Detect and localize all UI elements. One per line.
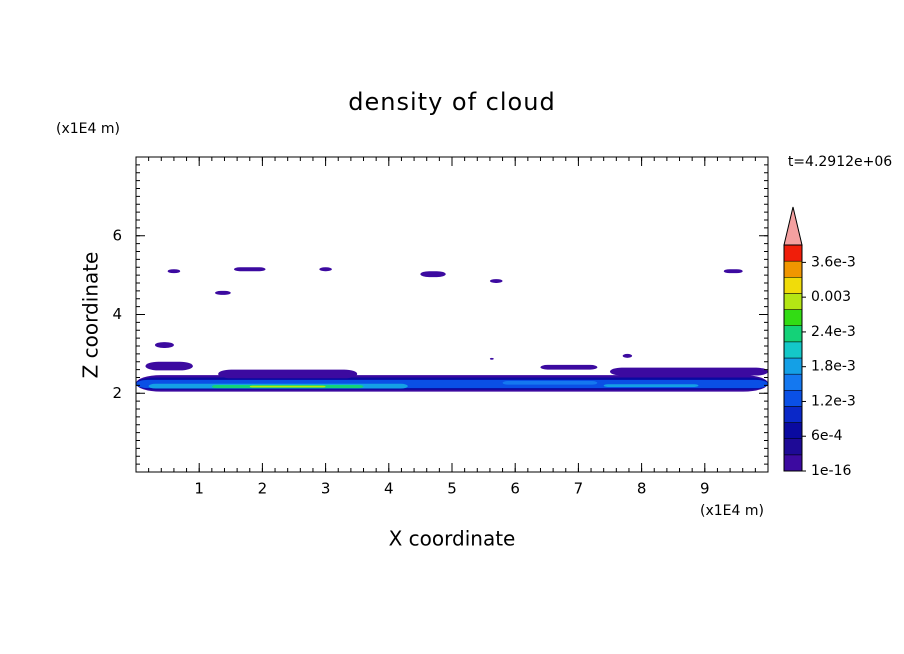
x-tick-label: 9 <box>700 480 710 498</box>
y-unit-label: (x1E4 m) <box>56 121 120 137</box>
colorbar-frame <box>783 244 803 472</box>
x-tick-label: 8 <box>637 480 647 498</box>
colorbar-band <box>783 277 803 294</box>
colorbar-band <box>783 260 803 278</box>
colorbar-tick-label: 1.8e-3 <box>811 359 856 375</box>
colorbar-band <box>783 373 803 391</box>
x-tick-label: 3 <box>321 480 331 498</box>
colorbar-tick-label: 0.003 <box>811 289 851 305</box>
contour-region <box>502 381 598 385</box>
x-unit-label: (x1E4 m) <box>700 503 764 519</box>
contour-region <box>610 367 768 376</box>
colorbar-band <box>783 309 803 326</box>
contour-region <box>319 267 332 272</box>
x-tick-label: 1 <box>194 480 204 498</box>
contour-region <box>233 267 266 272</box>
x-tick-label: 2 <box>258 480 268 498</box>
colorbar-over <box>783 206 803 246</box>
time-label: t=4.2912e+06 <box>788 154 892 170</box>
contour-region <box>603 384 699 387</box>
x-tick-label: 4 <box>384 480 394 498</box>
x-tick-label: 7 <box>574 480 584 498</box>
contour-region <box>420 271 446 278</box>
colorbar-tick-label: 1e-16 <box>811 463 851 479</box>
y-axis-label: Z coordinate <box>79 252 103 379</box>
y-tick-label: 6 <box>112 226 122 244</box>
contour-region <box>723 269 743 274</box>
colorbar-band <box>783 438 803 456</box>
chart-title: density of cloud <box>348 88 555 116</box>
colorbar-tick-label: 1.2e-3 <box>811 393 856 409</box>
colorbar-band <box>783 325 803 343</box>
colorbar-band <box>783 390 803 407</box>
contour-region <box>215 290 231 295</box>
contour-region <box>167 269 181 274</box>
colorbar-band <box>783 406 803 423</box>
colorbar-tick-label: 6e-4 <box>811 428 843 444</box>
contour-region <box>489 357 494 360</box>
colorbar-tick-label: 2.4e-3 <box>811 324 856 340</box>
contour-region <box>145 361 193 371</box>
x-tick-label: 6 <box>510 480 520 498</box>
colorbar-band <box>783 341 803 359</box>
colorbar-band <box>783 293 803 310</box>
plot-frame <box>135 156 769 473</box>
contour-region <box>540 364 598 370</box>
colorbar-band <box>783 454 803 472</box>
contour-region <box>249 385 326 388</box>
colorbar-band <box>783 422 803 439</box>
contour-region <box>218 369 358 379</box>
y-tick-label: 2 <box>112 384 122 402</box>
contour-region <box>622 353 633 358</box>
colorbar-tick-label: 3.6e-3 <box>811 254 856 270</box>
colorbar-band <box>783 357 803 375</box>
contour-region <box>489 279 503 283</box>
x-axis-label: X coordinate <box>389 527 516 551</box>
y-tick-label: 4 <box>112 305 122 323</box>
x-tick-label: 5 <box>447 480 457 498</box>
contour-region <box>154 342 174 348</box>
colorbar-band <box>783 244 803 262</box>
